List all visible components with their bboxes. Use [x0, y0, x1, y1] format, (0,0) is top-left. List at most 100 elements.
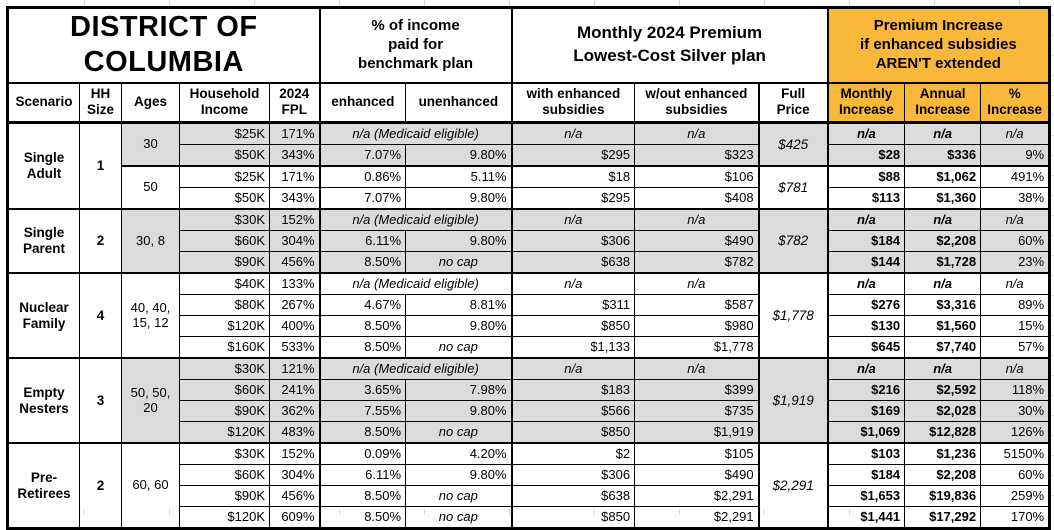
cell-pct-increase: 23% [980, 251, 1051, 274]
cell-fpl: 152% [268, 208, 321, 231]
cell-monthly-increase: $216 [826, 379, 906, 401]
cell-pct-increase: 259% [980, 485, 1051, 507]
cell-unenhanced-pct: 9.80% [405, 315, 513, 337]
cell-fpl: 533% [268, 336, 321, 359]
cell-income: $90K [179, 400, 270, 422]
ages: 50 [121, 165, 180, 210]
cell-monthly-increase: $113 [826, 187, 906, 210]
cell-fpl: 121% [268, 357, 321, 380]
cell-fpl: 362% [268, 400, 321, 422]
table-row: $50K 343% 7.07% 9.80% $295 $408 $113 $1,… [8, 187, 1051, 210]
col-header-monthly-increase: Monthly Increase [826, 82, 906, 124]
cell-annual-increase: $17,292 [904, 506, 982, 529]
cell-fpl: 456% [268, 251, 321, 274]
cell-annual-increase: $1,560 [904, 315, 982, 337]
cell-fpl: 267% [268, 294, 321, 316]
cell-fpl: 456% [268, 485, 321, 507]
cell-income: $90K [179, 251, 270, 274]
band-header-row: DISTRICT OF COLUMBIA % of income paid fo… [6, 7, 1051, 84]
ages: 60, 60 [121, 442, 180, 529]
cell-without-subsidies: $587 [634, 294, 760, 316]
cell-with-subsidies: $638 [510, 251, 636, 274]
cell-fpl: 304% [268, 230, 321, 252]
cell-pct-increase: 60% [980, 464, 1051, 486]
cell-income: $40K [179, 272, 270, 295]
cell-pct-increase: 38% [980, 187, 1051, 210]
ages: 30, 8 [121, 208, 180, 274]
cell-enhanced-pct: 7.07% [318, 187, 407, 210]
col-header-annual-increase: Annual Increase [904, 82, 982, 124]
cell-monthly-increase: $1,441 [826, 506, 906, 529]
table-row: 50 $25K 171% 0.86% 5.11% $18 $106 $781 $… [8, 165, 1051, 210]
cell-pct-increase: 126% [980, 421, 1051, 444]
cell-annual-increase: $12,828 [904, 421, 982, 444]
cell-income: $60K [179, 464, 270, 486]
cell-pct-increase: n/a [980, 208, 1051, 231]
cell-without-subsidies: $490 [634, 464, 760, 486]
cell-with-subsidies: $306 [510, 230, 636, 252]
cell-unenhanced-pct: 7.98% [405, 379, 513, 401]
cell-income: $30K [179, 208, 270, 231]
table-row: $60K 304% 6.11% 9.80% $306 $490 $184 $2,… [8, 464, 1051, 486]
col-header-full-price: Full Price [757, 82, 829, 124]
cell-pct-increase: n/a [980, 122, 1051, 145]
cell-without-subsidies: n/a [634, 208, 760, 231]
premium-comparison-table: DISTRICT OF COLUMBIA % of income paid fo… [6, 6, 1052, 530]
cell-with-subsidies: $1,133 [510, 336, 636, 359]
cell-monthly-increase: $645 [826, 336, 906, 359]
page-title: DISTRICT OF COLUMBIA [6, 7, 321, 84]
ages: 50, 50, 20 [121, 357, 180, 444]
cell-with-subsidies: $18 [510, 165, 636, 188]
cell-unenhanced-pct: no cap [405, 421, 513, 444]
cell-income: $90K [179, 485, 270, 507]
scenario-name: Pre-Retirees [7, 442, 80, 529]
cell-with-subsidies: $850 [510, 421, 636, 444]
band-increase-header: Premium Increase if enhanced subsidies A… [826, 7, 1051, 84]
cell-medicaid-note: n/a (Medicaid eligible) [318, 122, 513, 145]
cell-annual-increase: n/a [904, 122, 982, 145]
cell-monthly-increase: $103 [826, 442, 906, 465]
cell-pct-increase: 60% [980, 230, 1051, 252]
cell-unenhanced-pct: no cap [405, 251, 513, 274]
cell-unenhanced-pct: 9.80% [405, 144, 513, 167]
cell-pct-increase: 15% [980, 315, 1051, 337]
cell-without-subsidies: $323 [634, 144, 760, 167]
cell-unenhanced-pct: no cap [405, 506, 513, 529]
cell-enhanced-pct: 3.65% [318, 379, 407, 401]
cell-without-subsidies: $1,778 [634, 336, 760, 359]
cell-income: $30K [179, 357, 270, 380]
scenario-name: Empty Nesters [7, 357, 80, 444]
cell-without-subsidies: n/a [634, 272, 760, 295]
cell-income: $120K [179, 421, 270, 444]
table-row: $90K 362% 7.55% 9.80% $566 $735 $169 $2,… [8, 400, 1051, 422]
table-row: Single Parent 2 30, 8 $30K 152% n/a (Med… [7, 208, 1051, 274]
col-header-household-income: Household Income [179, 82, 270, 124]
cell-income: $60K [179, 379, 270, 401]
table-row: Pre-Retirees 2 60, 60 $30K 152% 0.09% 4.… [7, 442, 1051, 529]
cell-unenhanced-pct: 9.80% [405, 400, 513, 422]
cell-annual-increase: $19,836 [904, 485, 982, 507]
cell-annual-increase: $7,740 [904, 336, 982, 359]
cell-without-subsidies: $735 [634, 400, 760, 422]
cell-unenhanced-pct: 5.11% [405, 165, 513, 188]
cell-income: $120K [179, 315, 270, 337]
cell-pct-increase: 118% [980, 379, 1051, 401]
cell-with-subsidies: $295 [510, 187, 636, 210]
cell-fpl: 609% [268, 506, 321, 529]
cell-income: $50K [179, 144, 270, 167]
cell-without-subsidies: $980 [634, 315, 760, 337]
cell-income: $50K [179, 187, 270, 210]
cell-with-subsidies: $306 [510, 464, 636, 486]
cell-monthly-increase: n/a [826, 122, 906, 145]
cell-fpl: 304% [268, 464, 321, 486]
cell-fpl: 400% [268, 315, 321, 337]
cell-enhanced-pct: 8.50% [318, 485, 407, 507]
cell-without-subsidies: $1,919 [634, 421, 760, 444]
cell-fpl: 171% [268, 165, 321, 188]
cell-with-subsidies: $850 [510, 506, 636, 529]
cell-with-subsidies: $183 [510, 379, 636, 401]
cell-monthly-increase: $1,069 [826, 421, 906, 444]
cell-with-subsidies: $850 [510, 315, 636, 337]
cell-unenhanced-pct: 8.81% [405, 294, 513, 316]
cell-annual-increase: $1,062 [904, 165, 982, 188]
